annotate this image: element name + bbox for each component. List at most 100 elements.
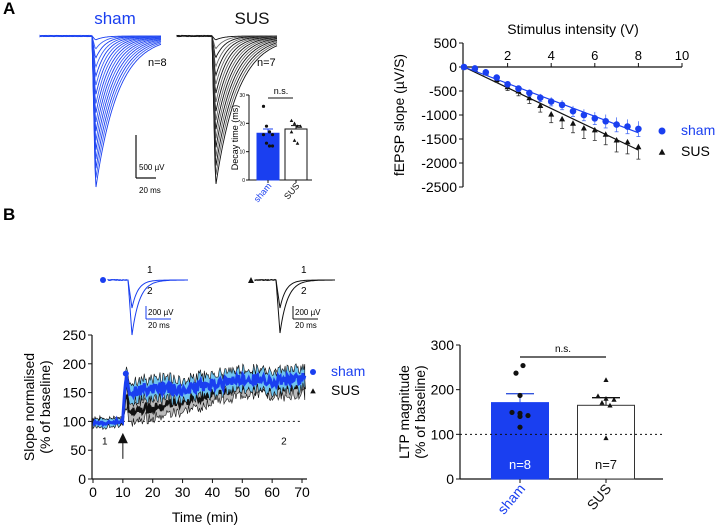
io-point-sham	[613, 121, 620, 128]
io-x-tick-label: 4	[548, 48, 555, 63]
io-legend-sus-label: SUS	[681, 143, 710, 159]
mag-x-label-sus: SUS	[584, 481, 615, 513]
decay-significance-label: n.s.	[274, 86, 289, 96]
mag-n-label-sham: n=8	[509, 457, 531, 472]
sus-trace-label-2: 2	[301, 286, 307, 297]
io-y-tick-label: -2000	[421, 155, 457, 171]
io-point-sham	[580, 111, 588, 119]
io-y-axis-label: fEPSP slope (µV/S)	[391, 54, 407, 176]
decay-x-label-sham: sham	[252, 181, 274, 204]
sus-scale-voltage-label: 200 µV	[295, 308, 321, 317]
mag-point-sham	[517, 413, 523, 420]
sus-scale-time-label: 20 ms	[295, 321, 317, 330]
sham-n-label: n=8	[148, 57, 167, 69]
io-curve-chart: 500 0 -500 -1000 -1500 -2000 -2500 2 4 6 8 10 Stimul…	[391, 21, 715, 195]
mag-point-sus	[611, 396, 617, 402]
io-point-sus	[526, 94, 533, 101]
decay-point	[295, 124, 300, 128]
scale-voltage-label: 500 µV	[139, 163, 165, 172]
decay-point	[261, 133, 266, 137]
ltp-annotation-1: 1	[102, 436, 108, 447]
io-point-sus	[580, 124, 587, 131]
sham-trace-title: sham	[94, 9, 136, 28]
mag-point-sham	[517, 392, 523, 399]
mag-point-sus	[607, 402, 613, 408]
ltp-x-tick-label: 0	[89, 484, 97, 500]
sus-trace-label-1: 1	[301, 265, 307, 276]
io-legend-sham-label: sham	[681, 122, 715, 138]
io-point-sus	[537, 102, 544, 108]
mag-point-sham	[517, 424, 523, 430]
ltp-y-tick-label: 0	[78, 471, 86, 487]
io-y-tick-label: -500	[429, 83, 457, 99]
ltp-y-tick-label: 50	[70, 442, 86, 458]
decay-point	[289, 130, 294, 134]
sus-trace-title: SUS	[235, 9, 270, 28]
decay-point	[267, 144, 272, 148]
decay-point	[292, 138, 297, 142]
ltp-peak-point	[122, 370, 129, 377]
mag-y-tick-label: 300	[431, 337, 455, 353]
io-legend-sham-icon	[658, 127, 666, 135]
io-point-sus	[635, 143, 642, 150]
decay-point	[264, 124, 269, 128]
decay-y-axis-label: Decay time (ms)	[230, 105, 240, 171]
io-x-tick-label: 2	[504, 48, 511, 63]
io-point-sham	[624, 123, 631, 130]
mag-point-sus	[603, 435, 609, 441]
io-x-tick-label: 10	[675, 48, 689, 63]
io-point-sus	[613, 136, 620, 143]
decay-bar-sham	[256, 132, 280, 181]
io-point-sus	[591, 126, 598, 133]
mag-y-tick-label: 100	[431, 426, 455, 442]
decay-y-tick-label: 20	[239, 121, 245, 127]
trace-sweep	[176, 34, 278, 184]
io-point-sham	[471, 65, 479, 72]
mag-y-tick-label: 200	[431, 382, 455, 398]
mag-point-sham	[520, 362, 526, 369]
decay-point	[267, 130, 272, 134]
io-point-sham	[558, 101, 566, 109]
mag-point-sus	[603, 396, 609, 401]
decay-point	[292, 121, 297, 125]
mag-point-sus	[595, 393, 601, 399]
ltp-x-tick-label: 60	[264, 484, 280, 500]
ltp-legend-sus-label: SUS	[331, 382, 360, 398]
ltp-x-tick-label: 10	[115, 484, 131, 500]
ltp-legend-sham-icon	[310, 369, 316, 375]
io-point-sus	[602, 131, 609, 137]
io-point-sus	[570, 120, 576, 126]
decay-point	[261, 104, 266, 108]
sus-marker-icon	[248, 277, 254, 283]
io-point-sham	[537, 94, 544, 102]
ltp-timecourse-chart: 0 50 100 150 200 250 0 10 20 30 40 50 60 70 Time (min)…	[21, 327, 365, 525]
io-x-tick-label: 6	[591, 48, 598, 63]
io-point-sham	[591, 115, 599, 122]
decay-bar-sus	[284, 128, 308, 181]
sham-trace-label-2: 2	[147, 286, 153, 297]
ltp-x-tick-label: 50	[234, 484, 250, 500]
sham-trace-label-1: 1	[147, 265, 153, 276]
io-point-sham	[460, 63, 468, 71]
sham-scale-voltage-label: 200 µV	[148, 308, 174, 317]
mag-significance-label: n.s.	[555, 344, 571, 355]
decay-point	[295, 141, 300, 145]
scale-time-label: 20 ms	[139, 186, 161, 195]
ltp-trace-2	[254, 278, 335, 334]
mag-n-label-sus: n=7	[595, 457, 617, 472]
ltp-series-sus	[92, 376, 306, 426]
io-y-tick-label: -1500	[421, 131, 457, 147]
mag-point-sus	[603, 377, 609, 383]
sham-ltp-traces	[107, 278, 188, 336]
decay-point	[264, 141, 269, 145]
mag-point-sham	[525, 412, 531, 419]
ltp-y-tick-label: 250	[63, 327, 87, 343]
mag-point-sus	[599, 400, 605, 405]
sus-trace-family	[176, 34, 278, 184]
mag-point-sham	[513, 370, 519, 376]
decay-y-tick-label: 0	[242, 178, 245, 184]
decay-x-label-sus: SUS	[282, 181, 302, 202]
mag-x-label-sham: sham	[494, 481, 528, 518]
